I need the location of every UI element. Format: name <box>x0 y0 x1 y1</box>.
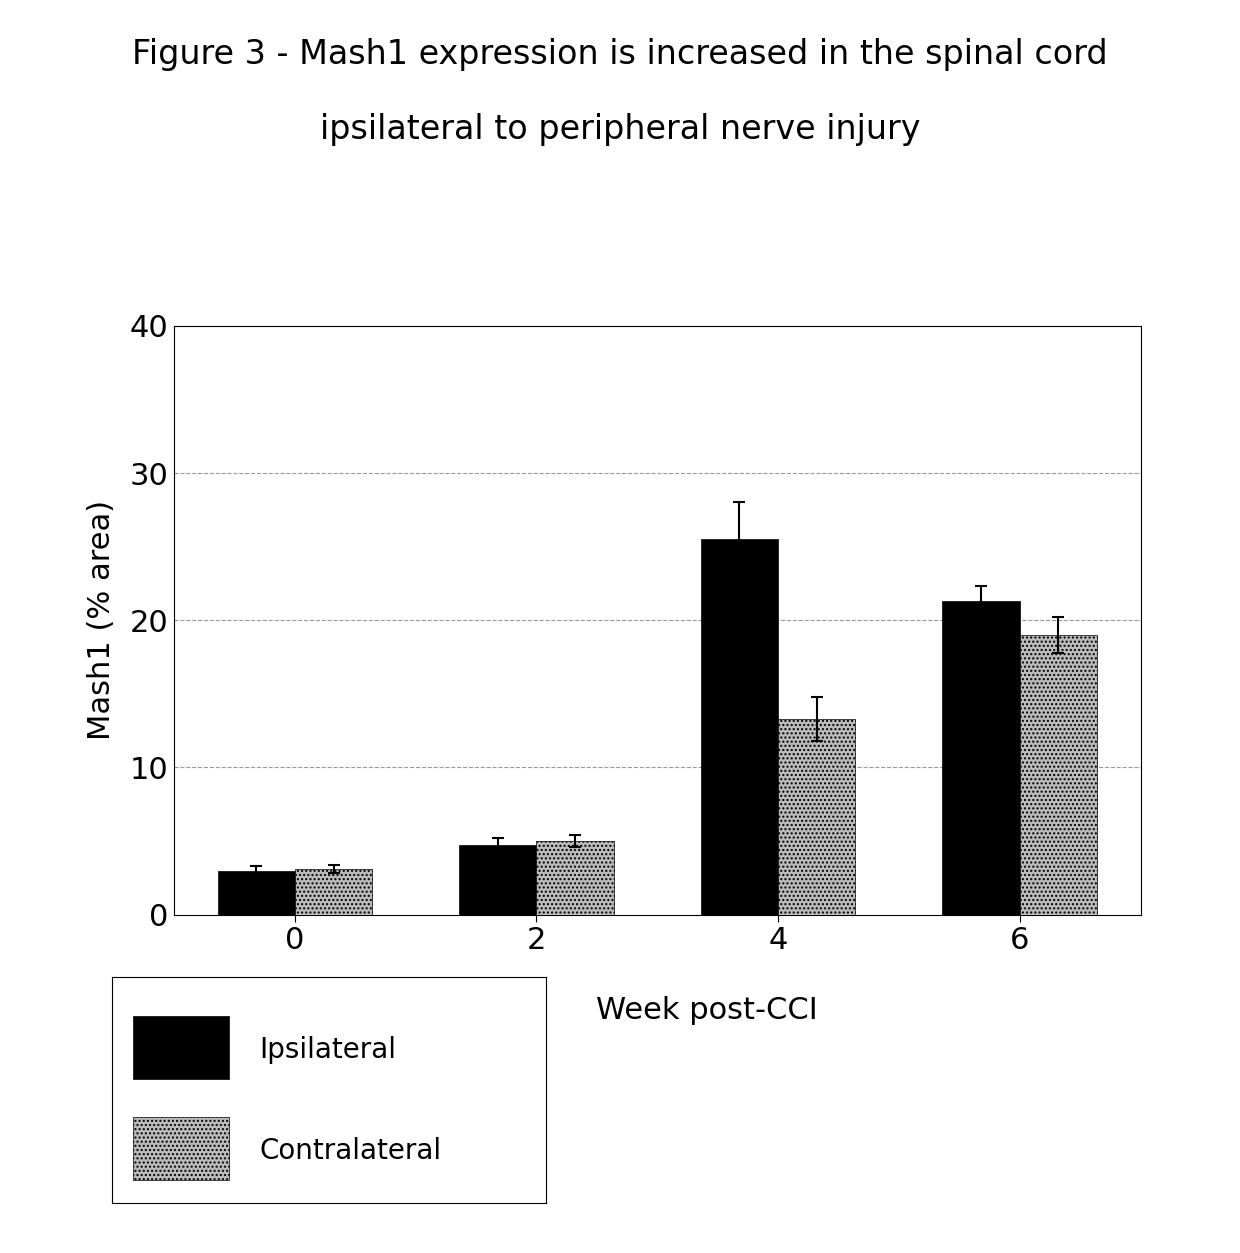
Bar <box>701 539 777 915</box>
Bar <box>217 871 295 915</box>
Bar <box>295 870 372 915</box>
Bar <box>133 1016 228 1079</box>
Bar <box>777 719 856 915</box>
Bar <box>537 841 614 915</box>
Bar <box>942 601 1019 915</box>
Text: Figure 3 - Mash1 expression is increased in the spinal cord: Figure 3 - Mash1 expression is increased… <box>133 38 1107 70</box>
Y-axis label: Mash1 (% area): Mash1 (% area) <box>87 500 117 741</box>
Bar <box>1019 635 1097 915</box>
Text: Contralateral: Contralateral <box>259 1136 441 1165</box>
Text: Week post-CCI: Week post-CCI <box>596 996 817 1025</box>
Text: ipsilateral to peripheral nerve injury: ipsilateral to peripheral nerve injury <box>320 113 920 145</box>
Text: Ipsilateral: Ipsilateral <box>259 1035 396 1064</box>
Bar <box>133 1118 228 1180</box>
Bar <box>459 846 537 915</box>
